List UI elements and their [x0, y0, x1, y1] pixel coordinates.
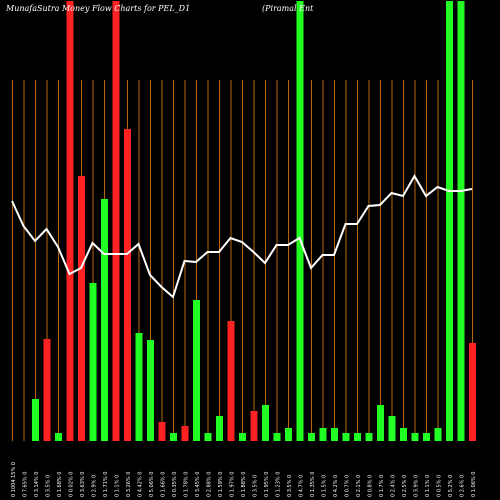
bar [423, 433, 430, 441]
bar [319, 428, 327, 441]
x-tick-label: 0 4.2% 0 [333, 475, 339, 497]
bar [388, 416, 396, 441]
bar [89, 283, 97, 441]
bar [296, 1, 304, 441]
x-tick-label: 0 1.5% 0 [322, 475, 328, 497]
x-tick-label: 0 4.7% 0 [299, 475, 305, 497]
x-tick-label: 0 1004.15% 0 [11, 462, 17, 497]
x-tick-label: 0 1.78% 0 [184, 472, 190, 497]
bar [457, 1, 465, 441]
bar [170, 433, 177, 441]
x-tick-label: 0 3.5% 0 [46, 475, 52, 497]
bar [434, 428, 442, 441]
bar [273, 433, 281, 441]
x-axis-tick-labels: 0 1004.15% 0 0 7.65% 0 0 3.14% 0 0 3.5% 0 0 … [11, 462, 477, 497]
x-tick-label: 0 3.14% 0 [34, 472, 40, 497]
x-tick-label: 0 3.63% 0 [80, 472, 86, 497]
x-tick-label: 0 0.02% 0 [69, 472, 75, 497]
bar [308, 433, 315, 441]
bar [147, 340, 154, 441]
x-tick-label: 0 1.1% 0 [115, 475, 121, 497]
bar [250, 411, 258, 441]
bar [285, 428, 292, 441]
bar [377, 405, 384, 441]
x-tick-label: 0 3.5% 0 [253, 475, 259, 497]
bar [227, 321, 235, 441]
x-tick-label: 0 2.6% 0 [460, 475, 466, 497]
bar [112, 1, 120, 441]
bar [124, 129, 131, 441]
bar [158, 422, 166, 441]
x-tick-label: 0 0.8% 0 [368, 475, 374, 497]
x-tick-label: 0 1.23% 0 [276, 472, 282, 497]
x-tick-label: 0 2.4% 0 [391, 475, 397, 497]
money-flow-line [11, 173, 473, 299]
x-tick-label: 0 5.2% 0 [448, 475, 454, 497]
bar [216, 416, 223, 441]
bar [204, 433, 212, 441]
bar [400, 428, 407, 441]
x-tick-label: 0 1.59% 0 [218, 472, 224, 497]
chart-title: MunafaSutra Money Flow Charts for PEL_D1 [5, 4, 190, 13]
x-tick-label: 0 2.1% 0 [356, 475, 362, 497]
x-tick-label: 0 1.7% 0 [379, 475, 385, 497]
x-tick-label: 0 3.26% 0 [126, 472, 132, 497]
bar [365, 433, 373, 441]
x-tick-label: 0 3.9% 0 [414, 475, 420, 497]
x-tick-label: 0 2.9% 0 [92, 475, 98, 497]
bar [32, 399, 39, 441]
bar [66, 1, 74, 441]
money-flow-bars [32, 1, 476, 441]
x-tick-label: 0 5.06% 0 [149, 472, 155, 497]
x-tick-label: 0 2.88% 0 [207, 472, 213, 497]
bar [354, 433, 361, 441]
x-tick-label: 0 1.35% 0 [310, 472, 316, 497]
bar [193, 300, 200, 441]
x-tick-label: 0 1.06% 0 [471, 472, 477, 497]
bar [43, 339, 51, 441]
bar [411, 433, 419, 441]
x-tick-label: 0 1.97% 0 [230, 472, 236, 497]
bar [55, 433, 62, 441]
bar [135, 333, 143, 441]
x-tick-label: 0 0.5% 0 [437, 475, 443, 497]
bar [101, 199, 108, 441]
bar [239, 433, 246, 441]
x-tick-label: 0 1.88% 0 [241, 472, 247, 497]
x-tick-label: 0 2.5% 0 [402, 475, 408, 497]
x-tick-label: 0 0.35% 0 [172, 472, 178, 497]
x-tick-label: 0 1.66% 0 [161, 472, 167, 497]
x-tick-label: 0 1.68% 0 [57, 472, 63, 497]
bar [181, 426, 189, 441]
bar [78, 176, 85, 441]
x-tick-label: 0 7.65% 0 [23, 472, 29, 497]
x-tick-label: 0 3.45% 0 [195, 472, 201, 497]
x-tick-label: 0 1.1% 0 [425, 475, 431, 497]
bar [331, 428, 338, 441]
x-tick-label: 0 0.7% 0 [345, 475, 351, 497]
chart-title-symbol: (Piramal Ent [262, 4, 314, 13]
bar [262, 405, 269, 441]
x-tick-label: 0 1.71% 0 [103, 472, 109, 497]
x-tick-label: 0 4.42% 0 [138, 472, 144, 497]
x-tick-label: 0 1.95% 0 [264, 472, 270, 497]
bar [342, 433, 350, 441]
x-tick-label: 0 3.5% 0 [287, 475, 293, 497]
bar [446, 1, 453, 441]
bar [469, 343, 476, 441]
